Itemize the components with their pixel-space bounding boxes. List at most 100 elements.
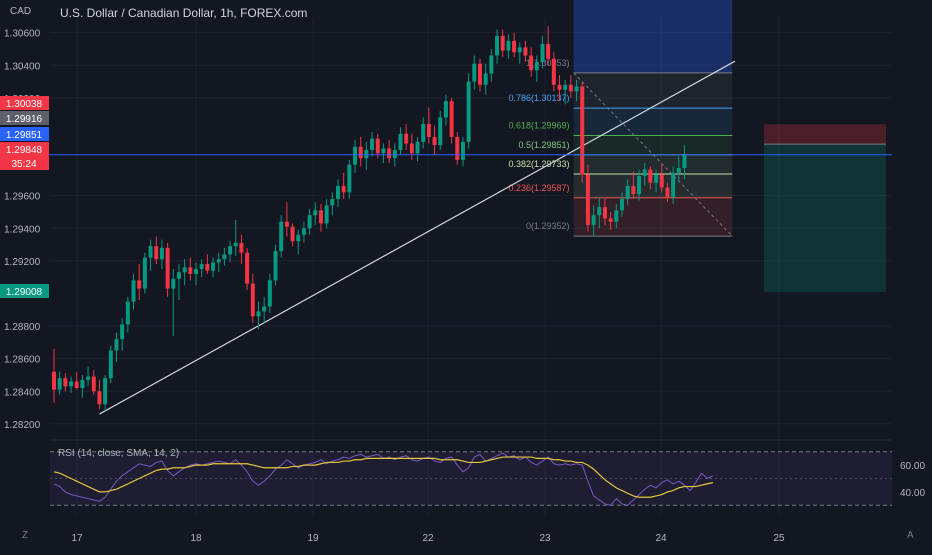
- price-tag: [0, 142, 49, 170]
- price-tag: [0, 111, 49, 125]
- candle-body: [103, 378, 108, 405]
- candle-body: [370, 138, 375, 151]
- candle-body: [665, 187, 670, 198]
- candle-body: [517, 47, 522, 53]
- candle-body: [608, 218, 613, 222]
- price-tag: [0, 127, 49, 141]
- candle-body: [205, 264, 210, 271]
- candle-body: [273, 251, 278, 281]
- candle-body: [512, 40, 517, 53]
- candle-body: [472, 63, 477, 82]
- candle-body: [455, 136, 460, 160]
- fib-level-label: 0.786(1.30137): [508, 93, 569, 103]
- rsi-tick-label: 60.00: [900, 461, 925, 472]
- candle-body: [301, 228, 306, 235]
- candle-body: [324, 205, 329, 224]
- candle-body: [614, 210, 619, 222]
- candle-body: [602, 207, 607, 219]
- candle-body: [86, 376, 91, 380]
- stop-loss-zone: [764, 124, 886, 145]
- fib-zone: [573, 154, 733, 174]
- candle-body: [211, 262, 216, 271]
- candles: [52, 26, 687, 411]
- candle-body: [375, 138, 380, 154]
- candle-body: [307, 215, 312, 229]
- candle-body: [398, 133, 403, 151]
- candle-body: [182, 267, 187, 273]
- candle-body: [63, 378, 68, 387]
- candle-body: [500, 35, 505, 51]
- rsi-sma-line: [53, 456, 714, 498]
- price-tag-label: 1.29916: [6, 114, 43, 125]
- auto-scale-button[interactable]: A: [907, 530, 914, 541]
- candle-body: [114, 339, 119, 351]
- candle-body: [364, 150, 369, 159]
- candle-body: [188, 267, 193, 274]
- candle-body: [478, 63, 482, 85]
- chart-title: U.S. Dollar / Canadian Dollar, 1h, FOREX…: [60, 6, 308, 20]
- fib-zone: [573, 72, 733, 109]
- timezone-button[interactable]: Z: [22, 530, 29, 541]
- fib-zone: [573, 197, 733, 237]
- candle-body: [171, 278, 176, 289]
- candle-body: [233, 242, 238, 247]
- rsi-tick-label: 40.00: [900, 488, 925, 499]
- date-tick-label: 22: [422, 533, 434, 544]
- candle-body: [404, 133, 409, 144]
- fib-zone: [573, 135, 733, 155]
- fib-zone: [573, 108, 733, 136]
- price-tag-countdown: 35:24: [11, 159, 36, 170]
- candle-body: [239, 242, 244, 253]
- price-tick-label: 1.28800: [4, 322, 41, 333]
- candle-body: [654, 174, 659, 183]
- candle-body: [676, 167, 681, 173]
- candle-body: [97, 391, 102, 405]
- candle-body: [387, 148, 392, 159]
- candle-body: [267, 280, 272, 307]
- candle-body: [563, 84, 568, 90]
- candle-body: [74, 381, 79, 388]
- date-tick-label: 19: [307, 533, 319, 544]
- candle-body: [426, 123, 431, 137]
- candle-body: [125, 301, 130, 325]
- candle-body: [336, 185, 340, 199]
- date-tick-label: 18: [190, 533, 202, 544]
- candle-body: [250, 283, 255, 317]
- candle-body: [585, 174, 590, 225]
- candle-body: [580, 86, 585, 175]
- fib-level-label: 0.5(1.29851): [519, 140, 570, 150]
- price-tick-label: 1.28400: [4, 387, 41, 398]
- price-tick-label: 1.29400: [4, 224, 41, 235]
- candle-body: [449, 101, 454, 137]
- candle-body: [460, 141, 465, 160]
- date-tick-label: 24: [655, 533, 667, 544]
- candle-body: [194, 269, 198, 274]
- candle-body: [142, 257, 147, 289]
- candle-body: [52, 371, 56, 390]
- fib-level-label: 0(1.29352): [526, 221, 570, 231]
- candle-body: [165, 247, 170, 289]
- fib-diagonal: [573, 72, 733, 237]
- candle-body: [529, 55, 534, 71]
- fib-zone: [573, 173, 733, 198]
- candle-body: [648, 169, 653, 183]
- price-tick-label: 1.30600: [4, 29, 41, 40]
- candle-body: [597, 207, 602, 216]
- candle-body: [199, 264, 204, 270]
- candle-body: [57, 378, 62, 390]
- price-tag: [0, 96, 49, 110]
- candle-body: [415, 141, 420, 154]
- candle-body: [438, 117, 443, 146]
- candle-body: [631, 185, 636, 195]
- candle-body: [69, 381, 74, 387]
- date-tick-label: 25: [773, 533, 785, 544]
- candle-body: [341, 185, 346, 193]
- price-tag-label: 1.30038: [6, 99, 43, 110]
- candle-body: [489, 55, 494, 74]
- price-tick-label: 1.30400: [4, 61, 41, 72]
- candle-body: [551, 58, 556, 85]
- candle-body: [574, 86, 579, 92]
- currency-label: CAD: [10, 6, 32, 17]
- candle-body: [245, 252, 250, 284]
